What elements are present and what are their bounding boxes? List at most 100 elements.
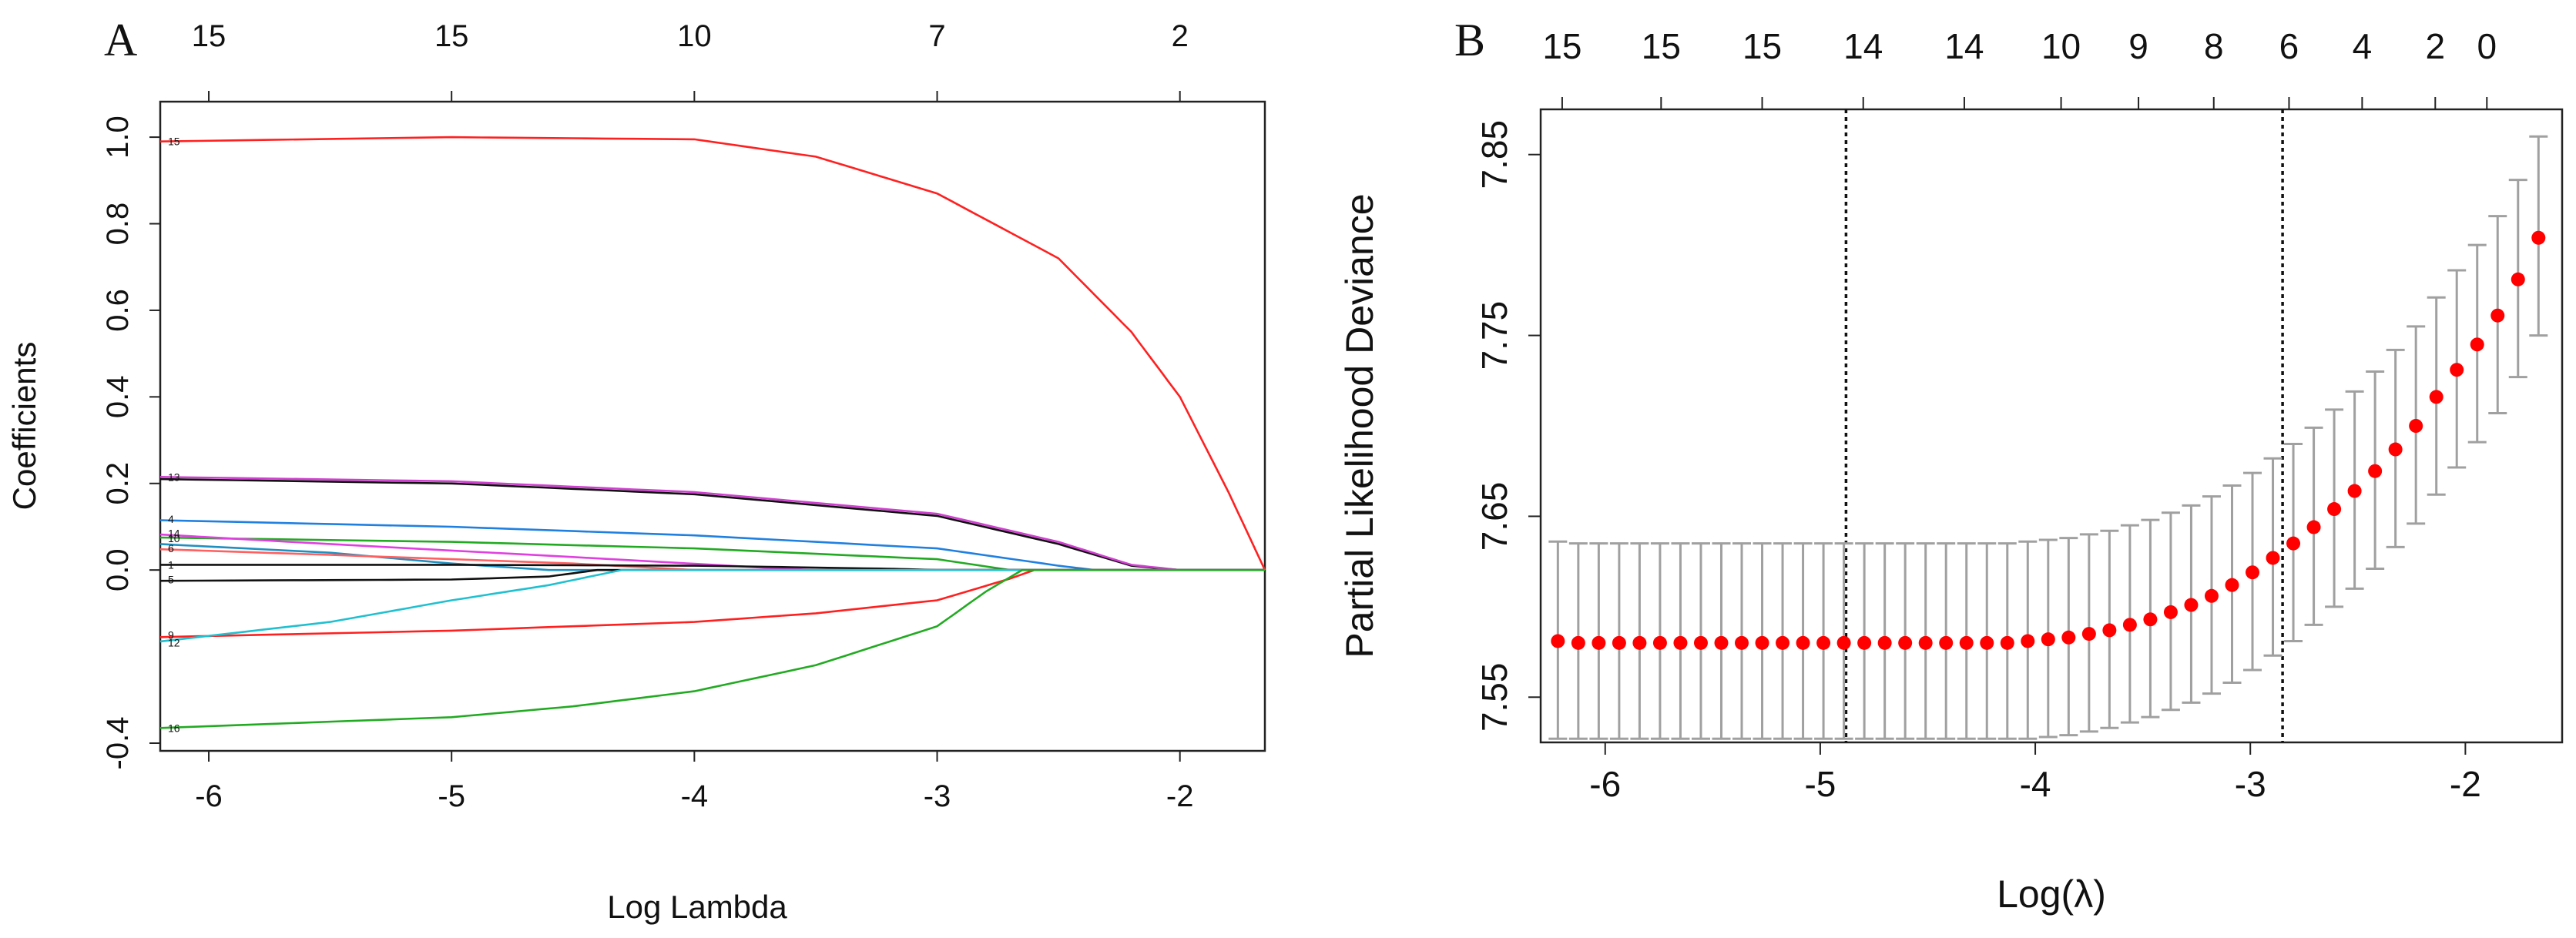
panel-a-coefficient-path-9	[159, 568, 1265, 638]
panel-b-deviance-point	[2000, 635, 2014, 650]
panel-a-path-label: 6	[168, 542, 174, 554]
panel-b-deviance-point	[2327, 502, 2342, 517]
panel-a-path-label: 5	[168, 574, 174, 586]
panel-a-path-label: 14	[168, 527, 180, 539]
panel-a-path-label: 12	[168, 637, 180, 649]
panel-b-y-tick-label: 7.75	[1474, 301, 1514, 370]
panel-b-top-tick-label: 0	[2477, 26, 2497, 66]
panel-a-top-tick-label: 7	[928, 19, 945, 53]
panel-b-top-tick-label: 4	[2353, 26, 2373, 66]
panel-b-deviance-point	[1980, 635, 1994, 650]
panel-b-deviance-point	[1796, 635, 1810, 650]
panel-b-deviance-point	[2511, 272, 2525, 286]
panel-b-top-tick-label: 15	[1642, 26, 1681, 66]
panel-b-deviance-point	[2061, 630, 2076, 645]
panel-b-points	[1551, 230, 2546, 650]
panel-a-x-axis-label: Log Lambda	[607, 889, 787, 925]
panel-a-path-label: 15	[168, 136, 180, 148]
panel-a-coefficient-path-4	[159, 519, 1265, 571]
panel-b-chart: -6 -5 -4 -3 -2 7.55 7.65 7.75 7.85 15 15 15 14 14 10 9 8…	[1338, 26, 2564, 916]
panel-a-y-tick-label: 0.4	[101, 376, 135, 419]
panel-b-deviance-point	[1776, 635, 1790, 650]
panel-b-deviance-point	[2041, 632, 2055, 647]
panel-b-deviance-point	[2388, 442, 2403, 457]
panel-a-series	[159, 136, 1266, 729]
panel-b-deviance-point	[2163, 605, 2178, 619]
panel-a-y-tick-label: 0.6	[101, 289, 135, 332]
panel-b-top-tick-label: 9	[2128, 26, 2148, 66]
panel-b-deviance-point	[1735, 635, 1749, 650]
panel-a-y-axis-label: Coefficients	[6, 342, 42, 511]
panel-b-deviance-point	[1571, 635, 1585, 650]
panel-b-x-tick-label: -2	[2450, 764, 2481, 804]
panel-b-y-tick-label: 7.55	[1474, 663, 1514, 732]
panel-b-deviance-point	[2470, 337, 2484, 352]
panel-b-deviance-point	[2490, 308, 2505, 323]
panel-b-deviance-point	[2286, 536, 2301, 551]
panel-a-path-label: 13	[168, 471, 180, 483]
panel-b-deviance-point	[2409, 419, 2423, 433]
panel-b-deviance-point	[1877, 635, 1892, 650]
panel-a-y-tick-label: 1.0	[101, 116, 135, 159]
panel-a-letter: A	[104, 15, 137, 65]
panel-b-deviance-point	[1551, 634, 1565, 648]
panel-b-deviance-point	[2429, 390, 2444, 404]
panel-a-x-tick-label: -5	[438, 779, 465, 813]
panel-b-y-axis-label: Partial Likelihood Deviance	[1338, 193, 1381, 658]
panel-a-y-tick-label: 0.2	[101, 462, 135, 505]
panel-a-x-tick-label: -4	[681, 779, 709, 813]
panel-b-top-tick-label: 14	[1843, 26, 1883, 66]
panel-b-top-tick-label: 14	[1944, 26, 1984, 66]
panel-b-plot-frame	[1539, 108, 2564, 744]
panel-a-chart: -6 -5 -4 -3 -2-0.40.00.20.40.60.81.015 15 10 7 2…	[6, 19, 1266, 925]
panel-b-deviance-point	[1714, 635, 1729, 650]
panel-b-y-tick-label: 7.85	[1474, 120, 1514, 189]
panel-b-deviance-point	[1632, 635, 1647, 650]
panel-b-x-tick-label: -3	[2235, 764, 2266, 804]
panel-b-deviance-point	[1755, 635, 1769, 650]
panel-a-x-tick-label: -2	[1166, 779, 1194, 813]
panel-b-deviance-point	[1612, 635, 1626, 650]
panel-a-y-tick-label: -0.4	[101, 717, 135, 770]
panel-b-deviance-point	[1592, 635, 1606, 650]
panel-b-deviance-point	[1918, 635, 1933, 650]
panel-a-coefficient-path-12	[159, 568, 1265, 643]
panel-b-axes: -6 -5 -4 -3 -2 7.55 7.65 7.75 7.85 15 15 15 14 14 10 9 8…	[1474, 26, 2497, 804]
panel-a-y-tick-label: 0.0	[101, 548, 135, 591]
panel-b-deviance-point	[2102, 623, 2117, 638]
panel-b-deviance-point	[2266, 551, 2280, 565]
panel-a-path-label: 16	[168, 722, 180, 734]
panel-b-deviance-point	[1898, 635, 1913, 650]
panel-a-path-label: 10	[168, 532, 180, 544]
panel-b-deviance-point	[1693, 635, 1708, 650]
panel-b-deviance-point	[2143, 612, 2158, 627]
panel-a-top-tick-label: 10	[677, 19, 712, 53]
panel-a-path-label: 1	[168, 558, 174, 571]
panel-a-path-label: 4	[168, 513, 174, 525]
panel-b-top-tick-label: 8	[2204, 26, 2224, 66]
panel-b-y-tick-label: 7.65	[1474, 482, 1514, 551]
panel-b-deviance-point	[2246, 565, 2260, 580]
panel-a-x-tick-label: -6	[195, 779, 223, 813]
panel-b-x-tick-label: -5	[1804, 764, 1836, 804]
panel-b-deviance-point	[2450, 363, 2464, 377]
panel-b-top-tick-label: 15	[1542, 26, 1581, 66]
panel-b-top-tick-label: 6	[2279, 26, 2299, 66]
panel-a-coefficient-path-15	[159, 136, 1266, 571]
panel-b-deviance-point	[1959, 635, 1974, 650]
panel-b-deviance-point	[2204, 588, 2219, 603]
panel-a-x-tick-label: -3	[924, 779, 951, 813]
panel-b-top-tick-label: 10	[2041, 26, 2081, 66]
panel-b-deviance-point	[2021, 634, 2035, 648]
panel-b-top-tick-label: 15	[1742, 26, 1782, 66]
panel-a-path-label: 9	[168, 628, 174, 641]
panel-b-deviance-point	[2225, 578, 2239, 592]
panel-b-deviance-point	[2081, 627, 2096, 642]
panel-b-deviance-point	[2122, 618, 2137, 632]
panel-a-y-tick-label: 0.8	[101, 203, 135, 246]
panel-b-reference-lines	[1844, 109, 2284, 742]
panel-b-deviance-point	[1816, 635, 1831, 650]
panel-b-deviance-point	[2347, 484, 2362, 498]
